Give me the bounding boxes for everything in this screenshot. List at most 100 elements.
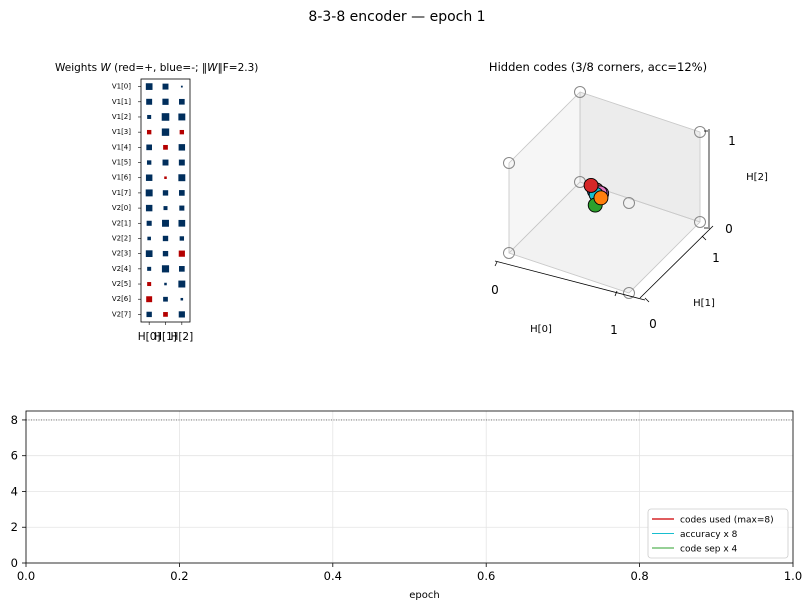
- weight-square: [162, 159, 169, 166]
- row-tick-label: V2[5]: [112, 280, 131, 288]
- row-tick-label: V1[3]: [112, 128, 131, 136]
- grid-line: [579, 91, 701, 133]
- legend-label: code sep x 4: [680, 545, 738, 555]
- column-tick-label: H[2]: [170, 331, 193, 343]
- x-tick-label: 1.0: [784, 569, 802, 583]
- weight-square: [178, 311, 185, 318]
- legend-label: accuracy x 8: [680, 530, 738, 540]
- axis-tick: [644, 297, 650, 303]
- weight-square: [163, 296, 168, 302]
- row-tick-label: V1[2]: [112, 113, 131, 121]
- row-tick-label: V2[3]: [112, 250, 131, 258]
- cube-corner-marker: [623, 197, 635, 209]
- row-tick-label: V1[6]: [112, 174, 131, 182]
- y-axis-label: H[1]: [693, 298, 715, 309]
- weight-square: [163, 312, 168, 317]
- weight-square: [146, 98, 153, 105]
- y-tick-label: 4: [11, 484, 18, 498]
- figure-title: 8-3-8 encoder — epoch 1: [308, 9, 485, 25]
- weight-square: [180, 297, 184, 301]
- x-tick-label: 0.6: [477, 569, 495, 583]
- row-tick-label: V1[0]: [112, 83, 131, 91]
- weight-square: [145, 250, 153, 258]
- weight-square: [161, 265, 170, 273]
- weight-square: [179, 98, 185, 105]
- weight-square: [162, 250, 169, 257]
- axis-tick-label: 0: [725, 222, 733, 236]
- cube-corner-marker: [623, 287, 635, 299]
- weight-square: [179, 236, 185, 241]
- weights-hinton-chart: Weights W (red=+, blue=-; ‖W‖F=2.3) V1[0…: [55, 62, 258, 343]
- weight-square: [163, 206, 168, 211]
- weight-square: [161, 128, 170, 136]
- training-curves-chart: 0.0 0.2 0.4 0.6 0.8 1.0 0 2 4 6 8 epoch codes used (…: [11, 410, 802, 601]
- weight-square: [162, 190, 169, 196]
- grid-line: [508, 181, 581, 254]
- row-tick-label: V2[7]: [112, 310, 131, 318]
- cube-corner-marker: [694, 126, 706, 138]
- weight-square: [164, 176, 167, 179]
- weight-square: [145, 189, 153, 197]
- y-tick-label: 0: [11, 556, 18, 570]
- row-tick-label: V2[2]: [112, 234, 131, 242]
- hidden-code-point: [593, 190, 609, 206]
- column-tick-label: H[1]: [154, 331, 177, 343]
- hidden-code-point: [583, 177, 599, 193]
- column-tick-label: H[0]: [138, 331, 161, 343]
- x-axis-line: [494, 260, 646, 301]
- axis-tick-label: 0: [649, 317, 657, 331]
- grid-line: [508, 252, 630, 294]
- weight-square: [179, 129, 185, 135]
- weight-square: [162, 235, 169, 242]
- weight-square: [147, 236, 151, 241]
- y-axis-line: [639, 225, 714, 299]
- weight-square: [147, 114, 152, 119]
- legend-label: codes used (max=8): [680, 516, 774, 526]
- cube-corner-marker: [694, 216, 706, 228]
- x-tick-label: 0.4: [324, 569, 342, 583]
- weight-square: [178, 250, 185, 257]
- weight-square: [146, 220, 152, 226]
- x-axis-label: epoch: [409, 590, 439, 601]
- cube-corner-marker: [503, 247, 515, 259]
- row-tick-label: V1[7]: [112, 189, 131, 197]
- y-tick-label: 8: [11, 413, 18, 427]
- weight-square: [179, 205, 185, 211]
- weight-square: [178, 144, 186, 151]
- row-tick-label: V1[5]: [112, 159, 131, 167]
- weight-square: [178, 113, 186, 121]
- z-axis-label: H[2]: [746, 172, 768, 183]
- weight-square: [178, 219, 186, 227]
- row-tick-label: V1[4]: [112, 143, 131, 151]
- weight-square: [161, 113, 170, 121]
- cube-corner-marker: [503, 157, 515, 169]
- weight-square: [145, 83, 153, 90]
- row-tick-label: V1[1]: [112, 98, 131, 106]
- row-tick-label: V2[1]: [112, 219, 131, 227]
- y-tick-label: 6: [11, 449, 18, 463]
- weight-square: [164, 282, 167, 286]
- grid-line: [628, 221, 701, 294]
- row-tick-label: V2[0]: [112, 204, 131, 212]
- weight-square: [178, 280, 186, 288]
- y-tick-label: 2: [11, 520, 18, 534]
- weight-square: [162, 83, 169, 90]
- weight-square: [179, 266, 185, 272]
- axis-tick: [614, 290, 618, 297]
- axis-tick-label: 1: [712, 251, 720, 265]
- axis-tick-label: 1: [728, 134, 736, 148]
- axis-tick-label: 0: [491, 283, 499, 297]
- weight-square: [180, 85, 183, 88]
- weight-square: [145, 174, 153, 181]
- row-tick-label: V2[4]: [112, 265, 131, 273]
- cube-corner-marker: [574, 86, 586, 98]
- weight-square: [145, 204, 153, 212]
- legend-box: [647, 508, 789, 559]
- x-tick-label: 0.0: [17, 569, 35, 583]
- axis-tick: [701, 235, 707, 241]
- weight-square: [178, 159, 185, 166]
- weight-square: [147, 282, 152, 287]
- weight-square: [163, 144, 168, 150]
- weight-square: [178, 174, 186, 182]
